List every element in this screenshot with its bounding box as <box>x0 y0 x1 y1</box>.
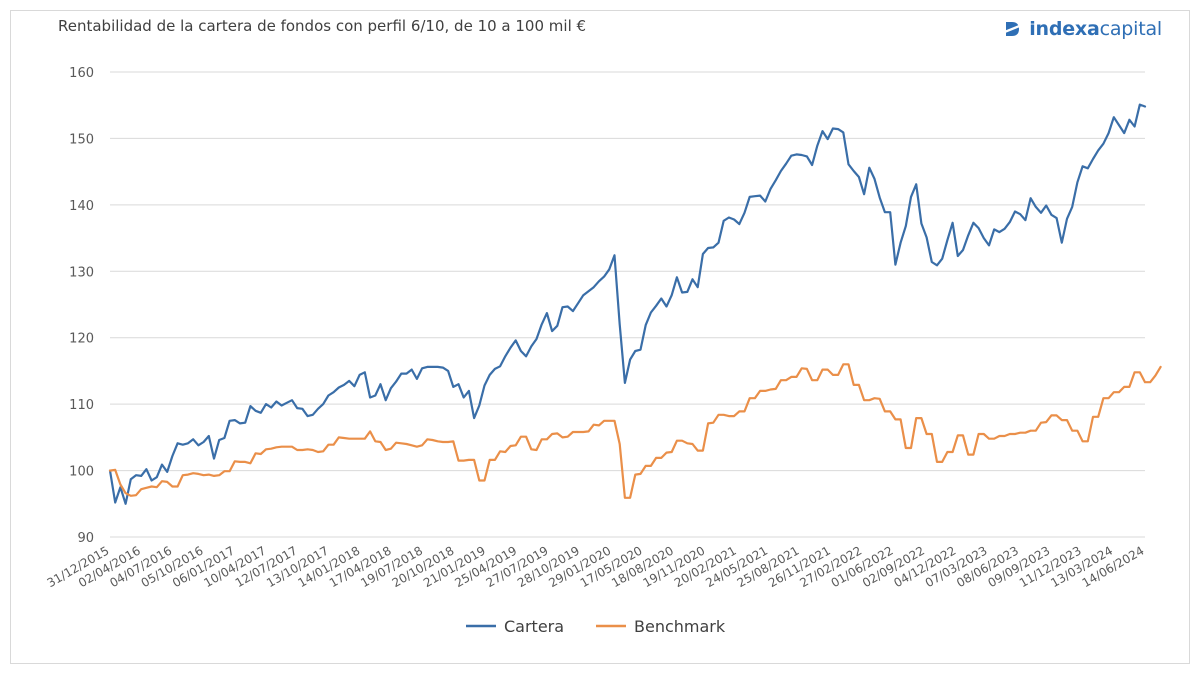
indexa-logo-icon <box>1004 22 1021 36</box>
series-line-benchmark <box>108 363 1162 499</box>
series-line-cartera <box>108 103 1147 505</box>
y-tick-label: 160 <box>69 66 94 81</box>
y-tick-label: 100 <box>69 465 94 480</box>
y-tick-label: 110 <box>69 398 94 413</box>
chart-title: Rentabilidad de la cartera de fondos con… <box>58 17 587 35</box>
chart-frame <box>10 10 1190 664</box>
logo-wordmark: indexacapital <box>1029 18 1162 40</box>
logo-word-light: capital <box>1099 18 1163 40</box>
indexa-capital-logo: indexacapital <box>1002 16 1162 42</box>
y-tick-label: 140 <box>69 199 94 214</box>
logo-word-bold: indexa <box>1029 18 1100 40</box>
y-tick-label: 150 <box>69 132 94 147</box>
y-tick-label: 90 <box>77 531 94 546</box>
y-tick-label: 120 <box>69 332 94 347</box>
legend-label-cartera: Cartera <box>504 617 564 636</box>
legend-label-benchmark: Benchmark <box>634 617 726 636</box>
y-tick-label: 130 <box>69 265 94 280</box>
